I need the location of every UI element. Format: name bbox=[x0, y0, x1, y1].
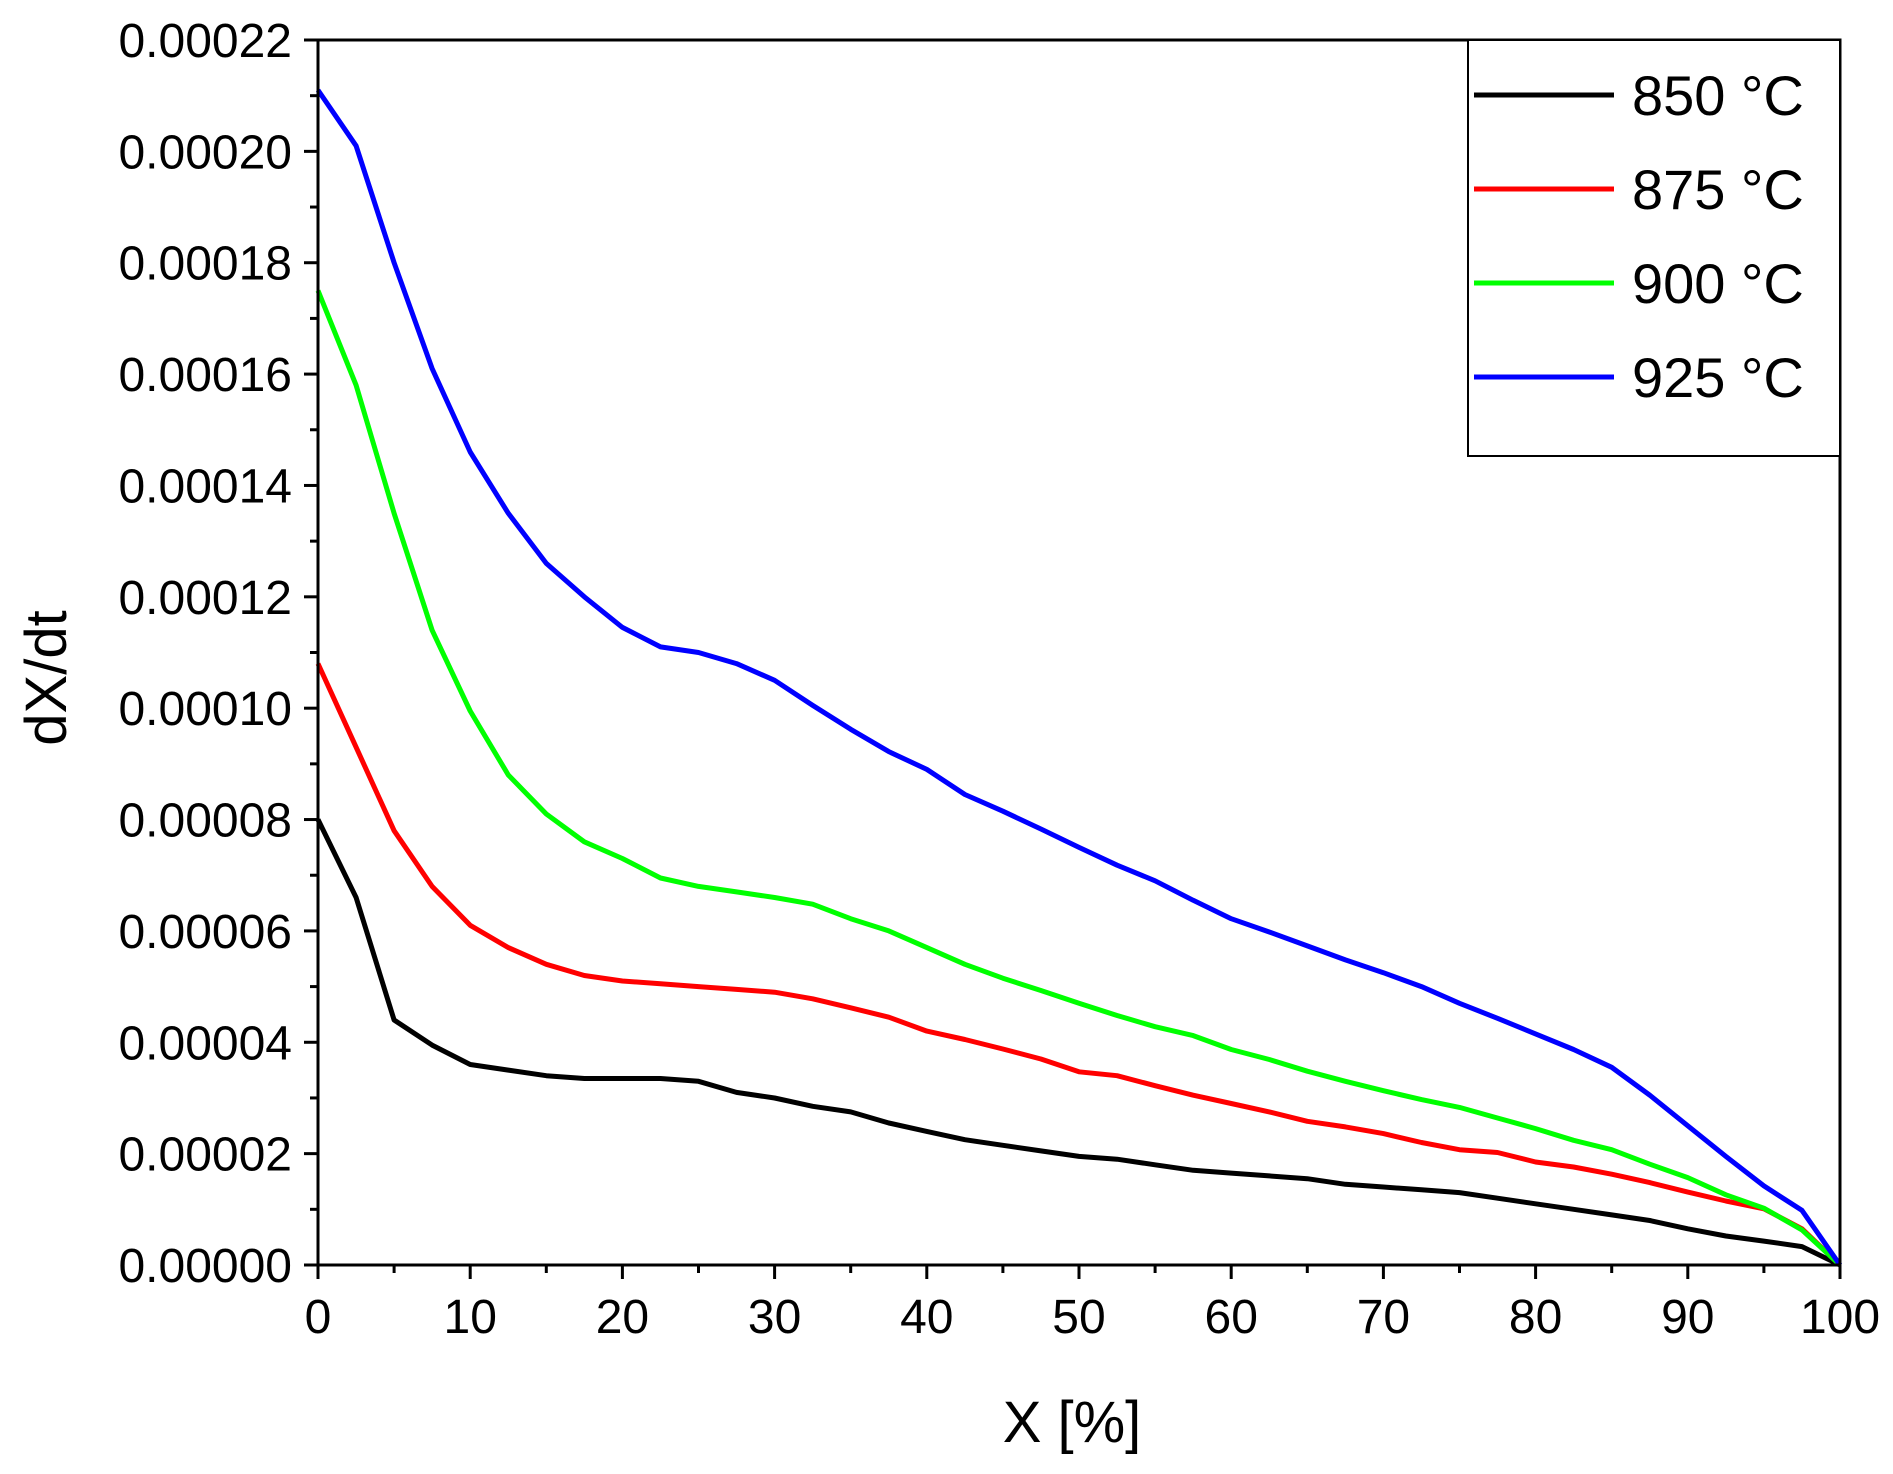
x-tick-label: 80 bbox=[1509, 1291, 1562, 1344]
legend-box bbox=[1467, 39, 1841, 457]
axis-layer: 0 10 20 30 40 50 60 70 80 90 100 0.00000 0.00002 0.00… bbox=[118, 15, 1880, 1344]
y-tick-label: 0.00022 bbox=[118, 15, 292, 68]
y-tick-label: 0.00018 bbox=[118, 238, 292, 291]
x-axis-title: X [%] bbox=[1003, 1390, 1142, 1455]
series-line-900C bbox=[315, 289, 1842, 1267]
y-tick-label: 0.00010 bbox=[118, 683, 292, 736]
label-layer: X [%] dX/dt bbox=[14, 610, 1141, 1455]
legend-label-850C: 850 °C bbox=[1632, 64, 1804, 127]
y-tick-label: 0.00020 bbox=[118, 126, 292, 179]
y-tick-label: 0.00002 bbox=[118, 1129, 292, 1182]
y-tick-label: 0.00016 bbox=[118, 349, 292, 402]
series-line-925C bbox=[315, 88, 1843, 1267]
x-tick-label: 70 bbox=[1357, 1291, 1410, 1344]
x-tick-label: 20 bbox=[596, 1291, 649, 1344]
x-tick-label: 50 bbox=[1052, 1291, 1105, 1344]
x-tick-label: 10 bbox=[444, 1291, 497, 1344]
series-layer bbox=[315, 88, 1843, 1268]
legend: 850 °C 875 °C 900 °C 925 °C bbox=[1467, 39, 1841, 457]
y-tick-label: 0.00004 bbox=[118, 1017, 292, 1070]
y-tick-label: 0.00014 bbox=[118, 460, 292, 513]
y-tick-label: 0.00012 bbox=[118, 572, 292, 625]
legend-label-900C: 900 °C bbox=[1632, 252, 1804, 315]
y-tick-label: 0.00000 bbox=[118, 1240, 292, 1293]
series-line-875C bbox=[315, 662, 1842, 1267]
x-tick-label: 30 bbox=[748, 1291, 801, 1344]
x-tick-label: 100 bbox=[1800, 1291, 1880, 1344]
y-axis-title: dX/dt bbox=[14, 610, 79, 745]
y-tick-label: 0.00008 bbox=[118, 795, 292, 848]
legend-label-875C: 875 °C bbox=[1632, 158, 1804, 221]
legend-label-925C: 925 °C bbox=[1632, 346, 1804, 409]
y-tick-label: 0.00006 bbox=[118, 906, 292, 959]
x-tick-label: 0 bbox=[305, 1291, 332, 1344]
series-line-850C bbox=[315, 818, 1842, 1268]
x-tick-label: 90 bbox=[1661, 1291, 1714, 1344]
x-tick-label: 40 bbox=[900, 1291, 953, 1344]
x-tick-label: 60 bbox=[1205, 1291, 1258, 1344]
